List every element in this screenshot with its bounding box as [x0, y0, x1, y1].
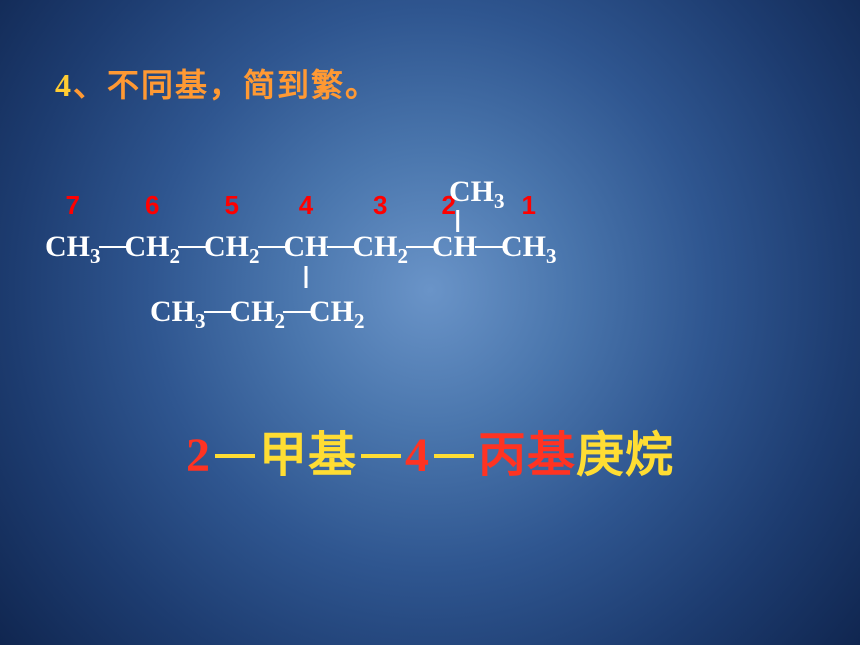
compound-name: 2 甲基 4 丙基庚烷 [0, 415, 860, 485]
chain-position: 7CH3 [45, 230, 101, 269]
bond-dash [327, 246, 355, 248]
locant: 4 [299, 190, 313, 221]
heading-punct: 、 [73, 67, 107, 103]
branch-group: CH2 [230, 295, 286, 328]
name-part: 2 [186, 429, 211, 482]
branch-group: CH2 [309, 295, 365, 328]
branch-group: CH3 [150, 295, 206, 328]
locant: 5 [225, 190, 239, 221]
heading: 4、不同基，简到繁。 [55, 60, 379, 106]
bond-vbar [456, 210, 459, 232]
chain-group: CH [284, 230, 329, 263]
bond-dash [178, 246, 206, 248]
chain-position: 1CH3 [501, 230, 557, 269]
name-dash [361, 454, 401, 458]
chain-group: CH3 [501, 230, 557, 263]
locant: 6 [145, 190, 159, 221]
locant: 1 [522, 190, 536, 221]
chain-group: CH2 [125, 230, 181, 263]
chain-position: 4CH [284, 230, 329, 264]
name-part: 庚烷 [576, 429, 674, 482]
bond-dash [99, 246, 127, 248]
bond-dash [406, 246, 434, 248]
chain-group: CH2 [204, 230, 260, 263]
main-chain: 7CH3 6CH2 5CH2 4CH 3CH2 2CH3CH 1CH3 [45, 230, 557, 269]
heading-number: 4 [55, 67, 73, 103]
name-dash [215, 454, 255, 458]
bond-dash [283, 311, 311, 313]
name-part: 4 [405, 429, 430, 482]
bond-dash [475, 246, 503, 248]
locant: 7 [66, 190, 80, 221]
locant: 3 [373, 190, 387, 221]
chain-group: CH3 [45, 230, 101, 263]
bottom-branch: CH3 CH2 CH2 [150, 295, 365, 334]
bond-dash [204, 311, 232, 313]
top-branch: CH3 [449, 175, 505, 214]
chain-group: CH [432, 230, 477, 263]
bond-dash [258, 246, 286, 248]
chain-position: 2CH3CH [432, 230, 477, 264]
chain-position: 6CH2 [125, 230, 181, 269]
name-dash [434, 454, 474, 458]
slide: 4、不同基，简到繁。 7CH36CH25CH24CH3CH22CH3CH1CH3… [0, 0, 860, 645]
bond-vbar [305, 266, 308, 288]
chain-position: 5CH2 [204, 230, 260, 269]
chain-position: 3CH2 [353, 230, 409, 269]
heading-text: 不同基，简到繁。 [107, 67, 379, 103]
name-part: 丙基 [478, 429, 576, 482]
chain-group: CH2 [353, 230, 409, 263]
name-part: 甲基 [259, 429, 357, 482]
